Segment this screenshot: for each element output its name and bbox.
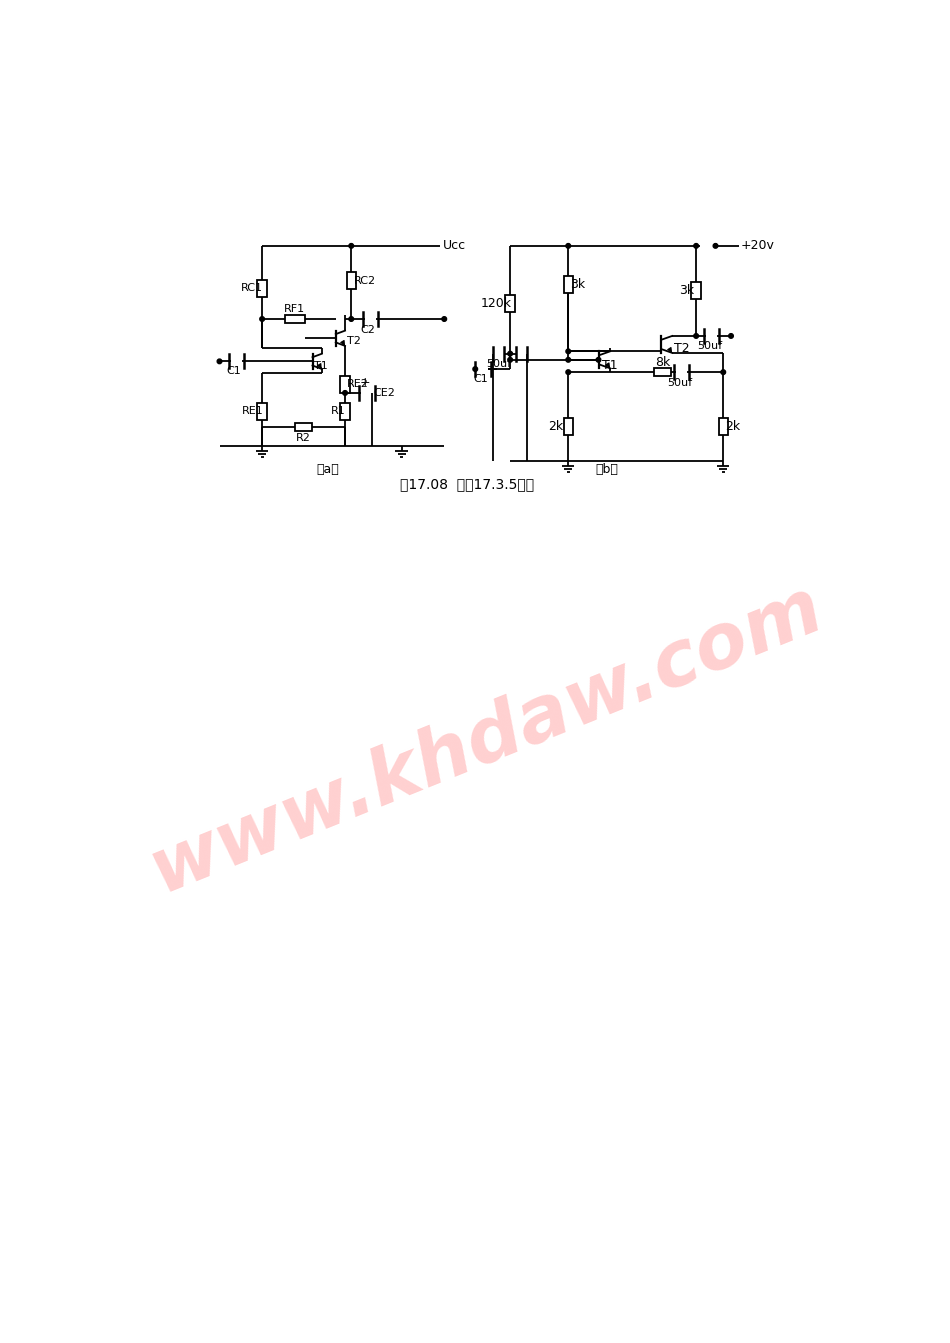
Circle shape xyxy=(259,317,264,321)
Circle shape xyxy=(566,349,571,353)
Text: Ucc: Ucc xyxy=(443,239,466,252)
Circle shape xyxy=(694,333,698,338)
Text: RC1: RC1 xyxy=(240,283,262,293)
Circle shape xyxy=(597,357,600,363)
Text: 50uf: 50uf xyxy=(697,341,723,351)
Text: 3k: 3k xyxy=(571,278,586,291)
Text: CE2: CE2 xyxy=(373,388,395,398)
Text: （b）: （b） xyxy=(596,462,618,475)
Bar xyxy=(563,418,573,435)
Bar xyxy=(285,314,305,324)
Text: 50uf: 50uf xyxy=(667,377,693,388)
Text: 8k: 8k xyxy=(656,356,671,368)
Text: RC2: RC2 xyxy=(353,275,375,286)
Bar xyxy=(718,418,728,435)
Circle shape xyxy=(721,369,726,375)
Circle shape xyxy=(473,367,478,372)
Circle shape xyxy=(694,243,698,248)
Bar xyxy=(340,403,350,420)
Bar xyxy=(347,273,356,289)
Text: 50uf: 50uf xyxy=(486,360,511,369)
Text: R1: R1 xyxy=(332,407,346,416)
Text: （a）: （a） xyxy=(316,462,339,475)
Text: 图17.08  习頓17.3.5的图: 图17.08 习頓17.3.5的图 xyxy=(401,478,535,492)
Text: 2k: 2k xyxy=(726,420,741,434)
Circle shape xyxy=(508,357,512,363)
Bar xyxy=(294,423,312,431)
Circle shape xyxy=(566,357,571,363)
Circle shape xyxy=(349,317,353,321)
Bar xyxy=(340,376,350,393)
Text: RE1: RE1 xyxy=(242,407,264,416)
Text: www.khdaw.com: www.khdaw.com xyxy=(140,569,834,908)
Circle shape xyxy=(349,243,353,248)
Bar xyxy=(505,295,515,312)
Text: 3k: 3k xyxy=(679,283,694,297)
Text: 120k: 120k xyxy=(481,297,512,310)
Text: T2: T2 xyxy=(347,336,360,345)
Text: C1: C1 xyxy=(227,367,241,376)
Text: +: + xyxy=(360,376,370,389)
Circle shape xyxy=(508,352,512,356)
Text: T2: T2 xyxy=(674,341,690,355)
Circle shape xyxy=(713,243,718,248)
Text: C2: C2 xyxy=(361,325,376,334)
Bar xyxy=(563,275,573,293)
Bar xyxy=(692,282,701,299)
Circle shape xyxy=(218,359,221,364)
Text: C1: C1 xyxy=(473,375,488,384)
Circle shape xyxy=(729,333,733,338)
Circle shape xyxy=(442,317,446,321)
Bar xyxy=(257,279,267,297)
Text: RE2: RE2 xyxy=(348,380,370,389)
Text: +20v: +20v xyxy=(740,239,774,252)
Bar xyxy=(655,368,672,376)
Text: R2: R2 xyxy=(295,432,311,443)
Text: T1: T1 xyxy=(602,360,618,372)
Text: T1: T1 xyxy=(314,361,328,371)
Circle shape xyxy=(343,391,348,395)
Bar xyxy=(257,403,267,420)
Text: RF1: RF1 xyxy=(284,304,305,314)
Circle shape xyxy=(566,369,571,375)
Text: 2k: 2k xyxy=(548,420,563,434)
Circle shape xyxy=(566,243,571,248)
